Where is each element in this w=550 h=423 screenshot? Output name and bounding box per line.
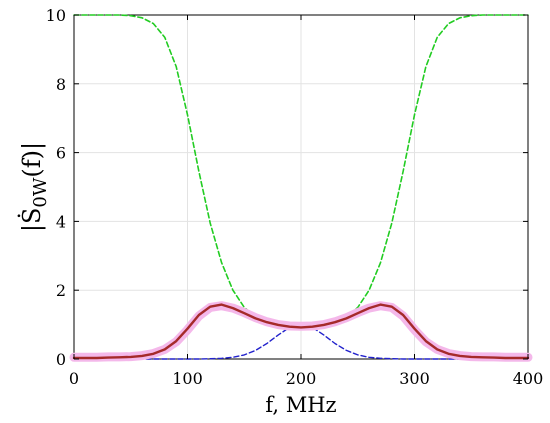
y-tick-label: 4 bbox=[56, 212, 66, 231]
ticks bbox=[73, 14, 529, 360]
grid bbox=[73, 14, 529, 360]
x-axis-label: f, MHz bbox=[265, 393, 336, 417]
y-axis-label-subscript: 0W bbox=[30, 177, 51, 207]
y-tick-label: 8 bbox=[56, 75, 66, 94]
y-tick-label: 0 bbox=[56, 350, 66, 369]
svg-text:|Ṡ0W(f)|: |Ṡ0W(f)| bbox=[17, 142, 51, 232]
y-tick-label: 10 bbox=[46, 6, 66, 25]
x-tick-label: 0 bbox=[69, 369, 79, 388]
series-group bbox=[69, 14, 533, 362]
x-tick-label: 400 bbox=[513, 369, 544, 388]
y-tick-label: 6 bbox=[56, 144, 66, 163]
x-tick-label: 100 bbox=[172, 369, 203, 388]
x-tick-label: 200 bbox=[286, 369, 317, 388]
series-line-4 bbox=[72, 303, 530, 360]
y-tick-label: 2 bbox=[56, 281, 66, 300]
tick-labels: 0 100 200 300 400 0 2 4 6 8 10 bbox=[46, 6, 544, 388]
y-axis-label-tail: (f)| bbox=[18, 142, 47, 178]
y-axis-label-main: |Ṡ bbox=[17, 208, 47, 233]
y-axis-label: |Ṡ0W(f)| bbox=[17, 142, 51, 232]
x-tick-label: 300 bbox=[399, 369, 430, 388]
